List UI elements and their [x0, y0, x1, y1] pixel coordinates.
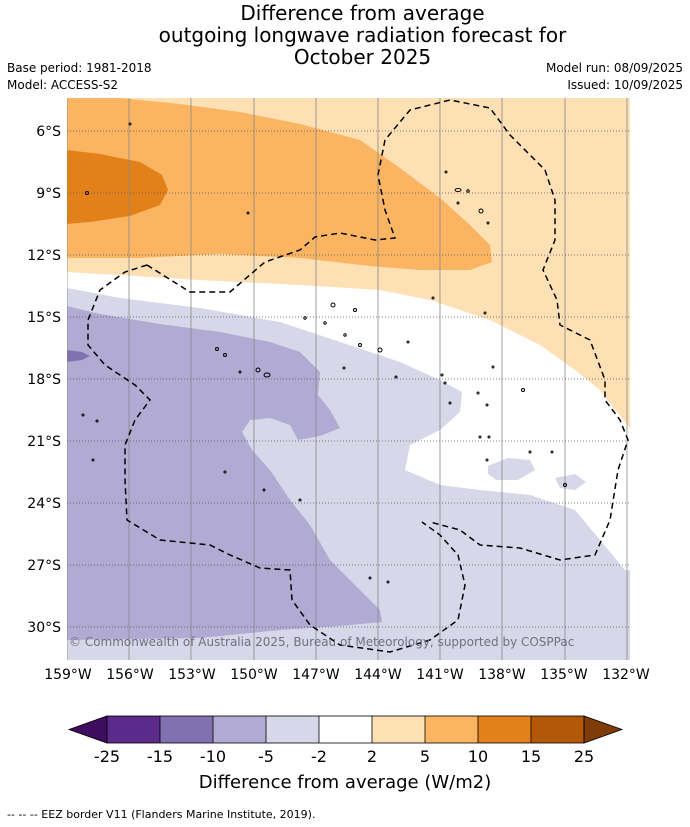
lon-label: 135°W [540, 667, 588, 683]
contour-patch-1 [488, 458, 535, 480]
colorbar-tick-label: 2 [367, 747, 377, 766]
model-run: Model run: 08/09/2025 [545, 61, 683, 75]
lat-label: 27°S [27, 558, 61, 574]
lat-label: 24°S [27, 496, 61, 512]
colorbar-ticks: -25 -15 -10 -5 -2 2 5 10 15 25 [94, 747, 594, 766]
contour-dark-orange [67, 150, 168, 224]
chart-title: Difference from average outgoing longwav… [150, 2, 575, 68]
lon-label: 144°W [354, 667, 402, 683]
lat-label: 6°S [36, 124, 61, 140]
colorbar-segment [478, 716, 531, 743]
colorbar-tick-label: -2 [311, 747, 327, 766]
colorbar-frame [106, 715, 585, 744]
colorbar-segment [425, 716, 478, 743]
lon-label: 156°W [106, 667, 154, 683]
map-plot-area: © Commonwealth of Australia 2025, Bureau… [67, 98, 630, 660]
colorbar-segment [160, 716, 213, 743]
contour-patch-2 [555, 474, 586, 490]
colorbar-segment [266, 716, 319, 743]
colorbar-segment [213, 716, 266, 743]
eez-border-west [87, 264, 466, 653]
colorbar-tick-label: -15 [147, 747, 173, 766]
lat-label: 15°S [27, 310, 61, 326]
colorbar-title: Difference from average (W/m2) [199, 772, 491, 793]
title-line-3: October 2025 [293, 45, 432, 69]
colorbar-segment [372, 716, 425, 743]
contour-dark-purple [67, 350, 90, 362]
title-line-1: Difference from average [240, 1, 485, 25]
eez-border-north [146, 99, 629, 561]
longitude-labels: 159°W 156°W 153°W 150°W 147°W 144°W 141°… [44, 667, 650, 683]
base-period: Base period: 1981-2018 [7, 61, 152, 75]
graticule-lat [67, 130, 630, 628]
lat-label: 30°S [27, 620, 61, 636]
colorbar-tick-label: 25 [574, 747, 594, 766]
model-name: Model: ACCESS-S2 [7, 78, 119, 92]
lon-label: 153°W [168, 667, 216, 683]
colorbar-segment [531, 716, 584, 743]
eez-footnote: -- -- -- EEZ border V11 (Flanders Marine… [7, 808, 316, 821]
copyright-notice: © Commonwealth of Australia 2025, Bureau… [69, 635, 574, 649]
colorbar-tick-label: -5 [258, 747, 274, 766]
lon-label: 132°W [602, 667, 650, 683]
meta-left: Base period: 1981-2018 Model: ACCESS-S2 [7, 60, 152, 94]
eez-borders [87, 99, 629, 653]
colorbar-extend-low [67, 715, 108, 744]
colorbar-dividers [159, 716, 532, 743]
colorbar-tick-label: -10 [200, 747, 226, 766]
lat-label: 12°S [27, 248, 61, 264]
lat-label: 21°S [27, 434, 61, 450]
colorbar-tick-label: 5 [420, 747, 430, 766]
lat-label: 9°S [36, 186, 61, 202]
lon-label: 147°W [292, 667, 340, 683]
islands [81, 122, 567, 584]
colorbar-tick-label: 10 [468, 747, 488, 766]
colorbar-tick-label: -25 [94, 747, 120, 766]
meta-right: Model run: 08/09/2025 Issued: 10/09/2025 [546, 60, 683, 94]
issued-date: Issued: 10/09/2025 [567, 78, 683, 92]
colorbar-extend-high [583, 715, 624, 744]
latitude-labels: 6°S 9°S 12°S 15°S 18°S 21°S 24°S 27°S 30… [27, 124, 61, 636]
colorbar: -25 -15 -10 -5 -2 2 5 10 15 25 Differenc… [67, 715, 624, 793]
colorbar-tick-label: 15 [521, 747, 541, 766]
title-line-2: outgoing longwave radiation forecast for [158, 23, 567, 47]
colorbar-segment [107, 716, 160, 743]
lon-label: 141°W [416, 667, 464, 683]
lon-label: 159°W [44, 667, 92, 683]
contour-medium-orange [67, 98, 492, 270]
lon-label: 150°W [230, 667, 278, 683]
lon-label: 138°W [478, 667, 526, 683]
colorbar-segment [319, 716, 372, 743]
lat-label: 18°S [27, 372, 61, 388]
